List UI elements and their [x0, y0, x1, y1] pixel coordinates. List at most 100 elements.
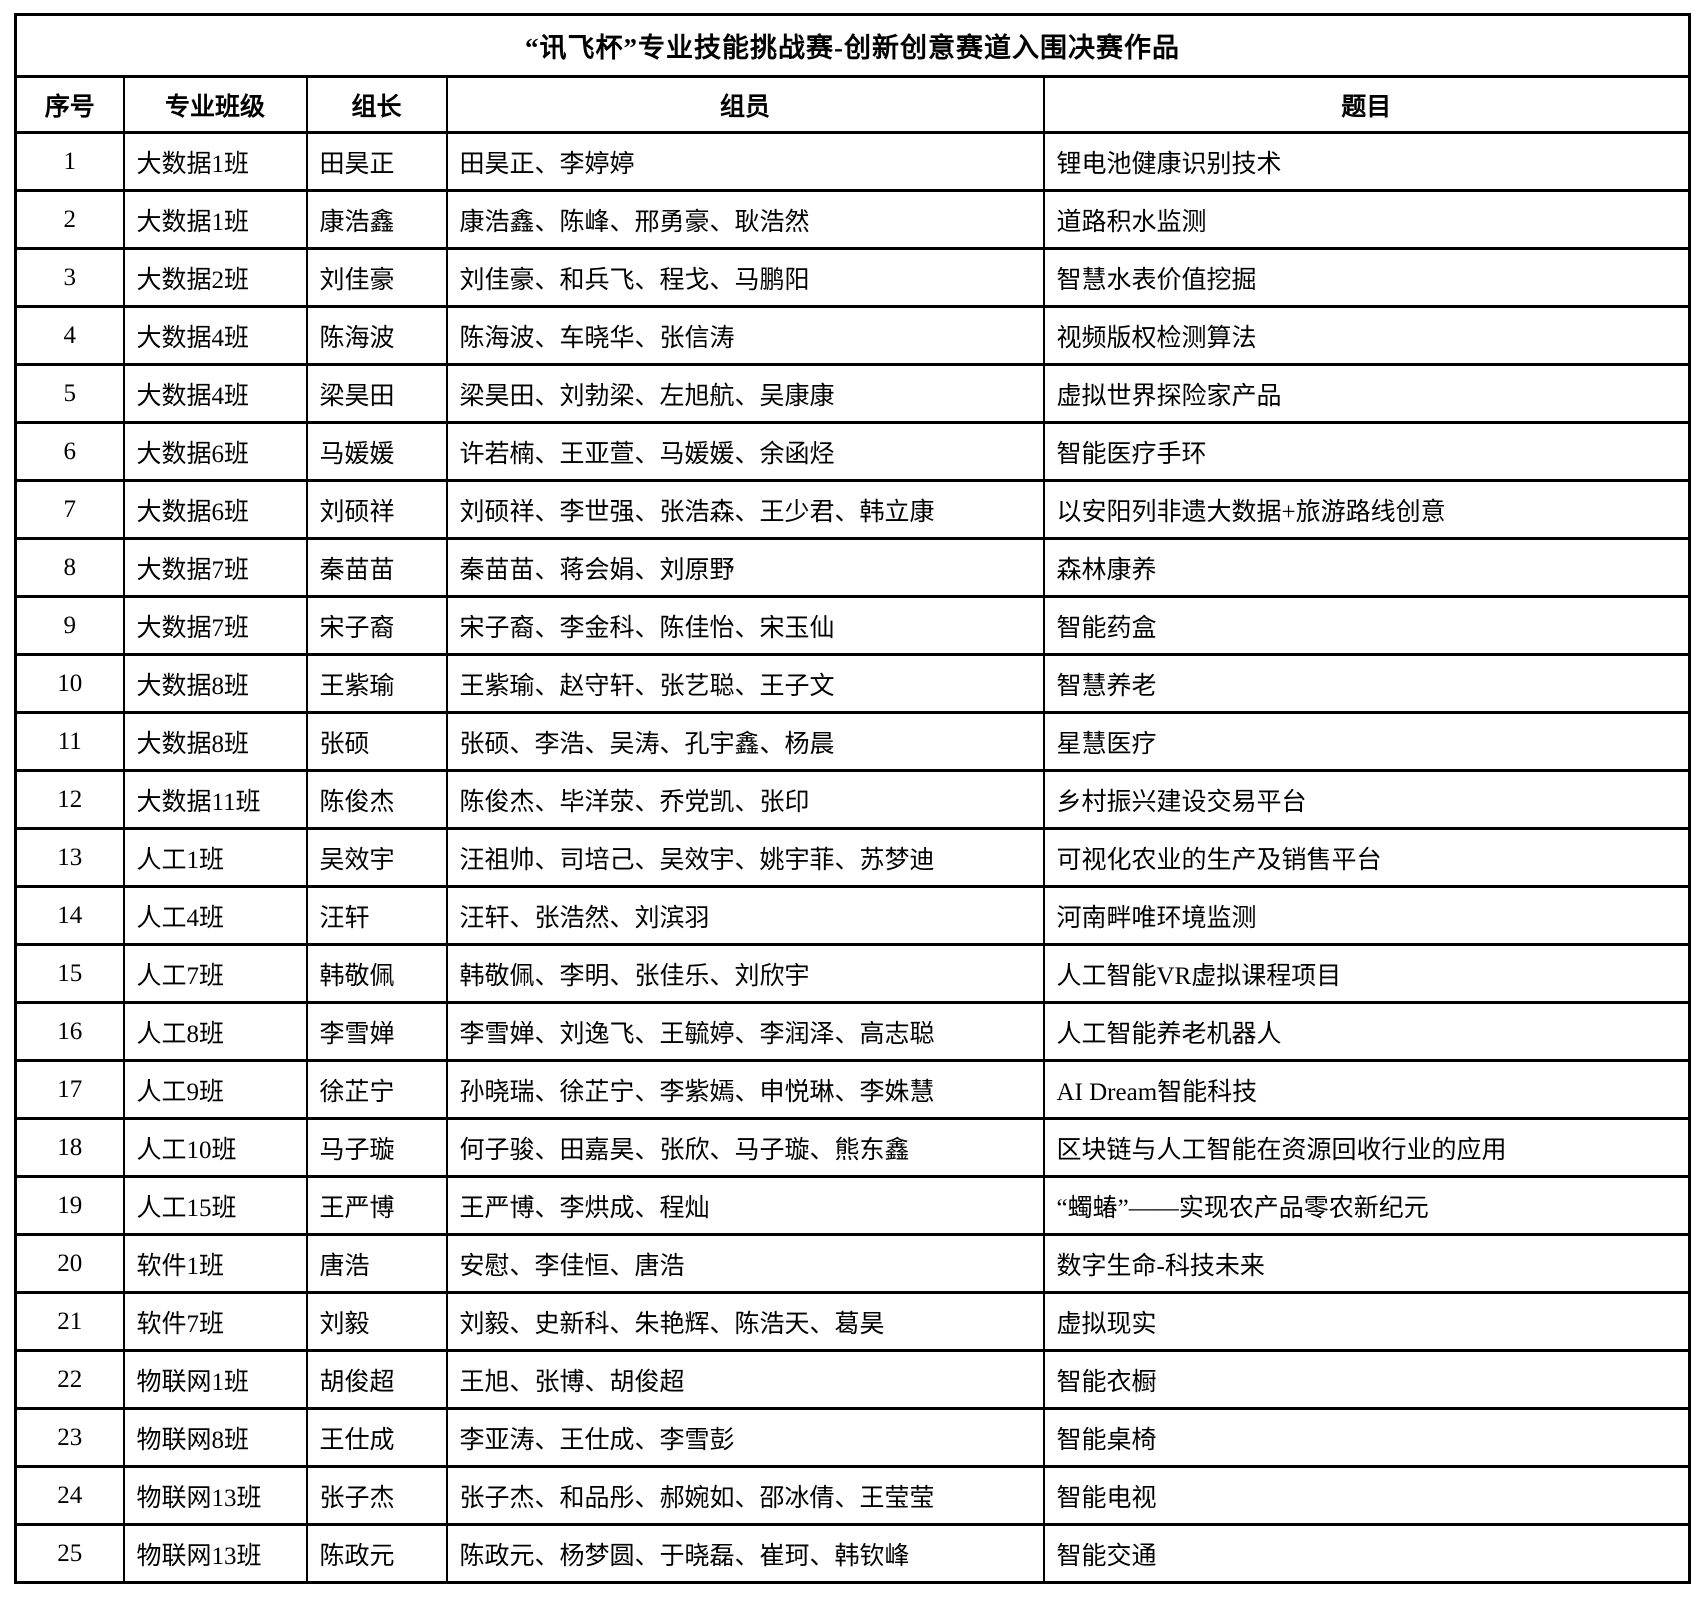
cell-serial-number: 12 [14, 769, 125, 830]
cell-serial-number: 17 [14, 1059, 125, 1120]
table-row: 11 大数据8班 张硕 张硕、李浩、吴涛、孔宇鑫、杨晨 星慧医疗 [14, 711, 1691, 772]
cell-group-leader: 刘佳豪 [305, 247, 448, 308]
cell-topic: 智能电视 [1042, 1465, 1691, 1526]
cell-serial-number: 10 [14, 653, 125, 714]
cell-group-members: 张硕、李浩、吴涛、孔宇鑫、杨晨 [445, 711, 1045, 772]
cell-serial-number: 20 [14, 1233, 125, 1294]
table-row: 24 物联网13班 张子杰 张子杰、和品彤、郝婉如、邵冰倩、王莹莹 智能电视 [14, 1465, 1691, 1526]
cell-class: 大数据4班 [122, 363, 308, 424]
cell-class: 人工4班 [122, 885, 308, 946]
table-body: 1 大数据1班 田昊正 田昊正、李婷婷 锂电池健康识别技术 2 大数据1班 康浩… [14, 131, 1691, 1584]
cell-class: 大数据8班 [122, 711, 308, 772]
cell-serial-number: 16 [14, 1001, 125, 1062]
cell-serial-number: 14 [14, 885, 125, 946]
cell-serial-number: 22 [14, 1349, 125, 1410]
cell-group-members: 孙晓瑞、徐芷宁、李紫嫣、申悦琳、李姝慧 [445, 1059, 1045, 1120]
cell-group-members: 张子杰、和品彤、郝婉如、邵冰倩、王莹莹 [445, 1465, 1045, 1526]
cell-serial-number: 7 [14, 479, 125, 540]
cell-group-members: 王严博、李烘成、程灿 [445, 1175, 1045, 1236]
cell-serial-number: 24 [14, 1465, 125, 1526]
cell-class: 软件7班 [122, 1291, 308, 1352]
cell-group-leader: 刘毅 [305, 1291, 448, 1352]
cell-topic: 智能药盒 [1042, 595, 1691, 656]
cell-group-leader: 陈海波 [305, 305, 448, 366]
cell-class: 大数据4班 [122, 305, 308, 366]
table-row: 15 人工7班 韩敬佩 韩敬佩、李明、张佳乐、刘欣宇 人工智能VR虚拟课程项目 [14, 943, 1691, 1004]
table-row: 13 人工1班 吴效宇 汪祖帅、司培己、吴效宇、姚宇菲、苏梦迪 可视化农业的生产… [14, 827, 1691, 888]
table-row: 1 大数据1班 田昊正 田昊正、李婷婷 锂电池健康识别技术 [14, 131, 1691, 192]
cell-topic: 智能桌椅 [1042, 1407, 1691, 1468]
cell-class: 大数据8班 [122, 653, 308, 714]
cell-group-members: 秦苗苗、蒋会娟、刘原野 [445, 537, 1045, 598]
cell-topic: 人工智能VR虚拟课程项目 [1042, 943, 1691, 1004]
cell-group-members: 许若楠、王亚萱、马媛媛、余函烃 [445, 421, 1045, 482]
cell-class: 大数据11班 [122, 769, 308, 830]
cell-group-members: 汪轩、张浩然、刘滨羽 [445, 885, 1045, 946]
cell-serial-number: 15 [14, 943, 125, 1004]
header-members: 组员 [445, 75, 1045, 134]
table-head: “讯飞杯”专业技能挑战赛-创新创意赛道入围决赛作品 序号 专业班级 组长 组员 … [14, 13, 1691, 134]
cell-class: 大数据1班 [122, 131, 308, 192]
cell-serial-number: 8 [14, 537, 125, 598]
cell-class: 人工1班 [122, 827, 308, 888]
cell-topic: 以安阳列非遗大数据+旅游路线创意 [1042, 479, 1691, 540]
cell-group-members: 陈俊杰、毕洋荥、乔党凯、张印 [445, 769, 1045, 830]
table-row: 14 人工4班 汪轩 汪轩、张浩然、刘滨羽 河南畔唯环境监测 [14, 885, 1691, 946]
cell-serial-number: 21 [14, 1291, 125, 1352]
cell-class: 物联网1班 [122, 1349, 308, 1410]
cell-class: 物联网13班 [122, 1523, 308, 1584]
table-row: 21 软件7班 刘毅 刘毅、史新科、朱艳辉、陈浩天、葛昊 虚拟现实 [14, 1291, 1691, 1352]
table-row: 6 大数据6班 马媛媛 许若楠、王亚萱、马媛媛、余函烃 智能医疗手环 [14, 421, 1691, 482]
table-row: 9 大数据7班 宋子裔 宋子裔、李金科、陈佳怡、宋玉仙 智能药盒 [14, 595, 1691, 656]
cell-group-members: 汪祖帅、司培己、吴效宇、姚宇菲、苏梦迪 [445, 827, 1045, 888]
cell-serial-number: 3 [14, 247, 125, 308]
cell-topic: 虚拟现实 [1042, 1291, 1691, 1352]
cell-group-leader: 马子璇 [305, 1117, 448, 1178]
cell-group-members: 田昊正、李婷婷 [445, 131, 1045, 192]
cell-serial-number: 1 [14, 131, 125, 192]
cell-topic: 智慧养老 [1042, 653, 1691, 714]
cell-group-leader: 王仕成 [305, 1407, 448, 1468]
finalists-table: “讯飞杯”专业技能挑战赛-创新创意赛道入围决赛作品 序号 专业班级 组长 组员 … [14, 13, 1692, 1584]
cell-group-members: 王紫瑜、赵守轩、张艺聪、王子文 [445, 653, 1045, 714]
cell-class: 物联网13班 [122, 1465, 308, 1526]
table-row: 25 物联网13班 陈政元 陈政元、杨梦圆、于晓磊、崔珂、韩钦峰 智能交通 [14, 1523, 1691, 1584]
cell-topic: 智能交通 [1042, 1523, 1691, 1584]
cell-group-leader: 秦苗苗 [305, 537, 448, 598]
cell-class: 人工9班 [122, 1059, 308, 1120]
cell-class: 大数据6班 [122, 479, 308, 540]
cell-group-members: 李雪婵、刘逸飞、王毓婷、李润泽、高志聪 [445, 1001, 1045, 1062]
cell-topic: AI Dream智能科技 [1042, 1059, 1691, 1120]
cell-serial-number: 4 [14, 305, 125, 366]
header-no: 序号 [14, 75, 125, 134]
cell-group-members: 何子骏、田嘉昊、张欣、马子璇、熊东鑫 [445, 1117, 1045, 1178]
cell-group-leader: 梁昊田 [305, 363, 448, 424]
cell-serial-number: 25 [14, 1523, 125, 1584]
table-row: 20 软件1班 唐浩 安慰、李佳恒、唐浩 数字生命-科技未来 [14, 1233, 1691, 1294]
cell-group-leader: 刘硕祥 [305, 479, 448, 540]
table-title-row: “讯飞杯”专业技能挑战赛-创新创意赛道入围决赛作品 [14, 13, 1691, 78]
table-row: 7 大数据6班 刘硕祥 刘硕祥、李世强、张浩森、王少君、韩立康 以安阳列非遗大数… [14, 479, 1691, 540]
cell-group-leader: 康浩鑫 [305, 189, 448, 250]
cell-topic: 星慧医疗 [1042, 711, 1691, 772]
cell-group-leader: 唐浩 [305, 1233, 448, 1294]
table-row: 22 物联网1班 胡俊超 王旭、张博、胡俊超 智能衣橱 [14, 1349, 1691, 1410]
cell-topic: “蠋蝽”——实现农产品零农新纪元 [1042, 1175, 1691, 1236]
cell-group-leader: 李雪婵 [305, 1001, 448, 1062]
table-row: 3 大数据2班 刘佳豪 刘佳豪、和兵飞、程戈、马鹏阳 智慧水表价值挖掘 [14, 247, 1691, 308]
cell-group-members: 韩敬佩、李明、张佳乐、刘欣宇 [445, 943, 1045, 1004]
cell-group-leader: 田昊正 [305, 131, 448, 192]
cell-group-leader: 胡俊超 [305, 1349, 448, 1410]
cell-group-leader: 张硕 [305, 711, 448, 772]
table-row: 19 人工15班 王严博 王严博、李烘成、程灿 “蠋蝽”——实现农产品零农新纪元 [14, 1175, 1691, 1236]
cell-class: 人工8班 [122, 1001, 308, 1062]
table-row: 16 人工8班 李雪婵 李雪婵、刘逸飞、王毓婷、李润泽、高志聪 人工智能养老机器… [14, 1001, 1691, 1062]
table-row: 10 大数据8班 王紫瑜 王紫瑜、赵守轩、张艺聪、王子文 智慧养老 [14, 653, 1691, 714]
cell-topic: 智慧水表价值挖掘 [1042, 247, 1691, 308]
cell-group-members: 康浩鑫、陈峰、邢勇豪、耿浩然 [445, 189, 1045, 250]
cell-group-members: 刘毅、史新科、朱艳辉、陈浩天、葛昊 [445, 1291, 1045, 1352]
cell-class: 人工10班 [122, 1117, 308, 1178]
cell-serial-number: 23 [14, 1407, 125, 1468]
cell-group-members: 刘硕祥、李世强、张浩森、王少君、韩立康 [445, 479, 1045, 540]
cell-topic: 区块链与人工智能在资源回收行业的应用 [1042, 1117, 1691, 1178]
